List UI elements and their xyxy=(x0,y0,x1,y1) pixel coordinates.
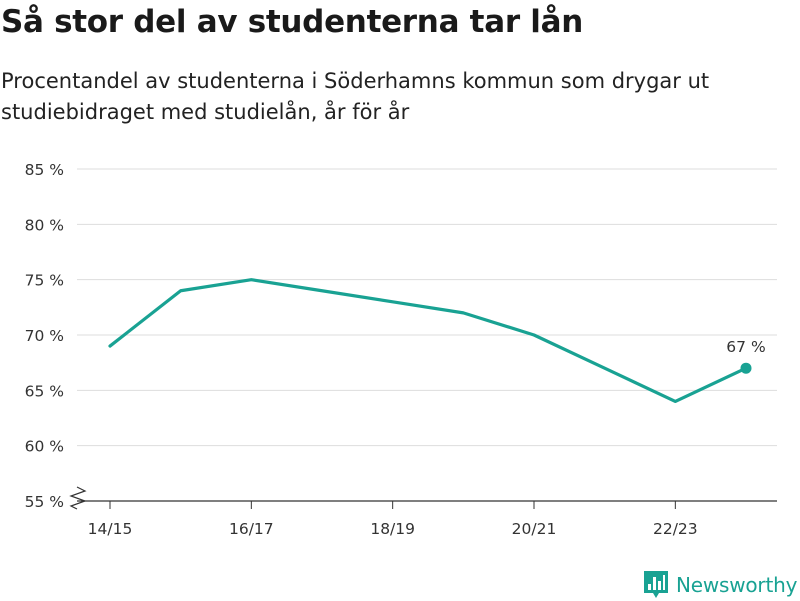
x-tick-label: 16/17 xyxy=(229,520,274,538)
chart-subtitle: Procentandel av studenterna i Söderhamns… xyxy=(1,69,710,124)
x-tick-label: 14/15 xyxy=(88,520,133,538)
grid-lines xyxy=(77,168,777,502)
last-value-label: 67 % xyxy=(726,338,765,356)
y-tick-label: 60 % xyxy=(25,438,64,456)
axis-break-icon xyxy=(69,486,87,510)
x-tick-label: 18/19 xyxy=(370,520,415,538)
y-tick-label: 65 % xyxy=(25,382,64,400)
y-tick-label: 55 % xyxy=(25,493,64,511)
brand-name: Newsworthy xyxy=(676,573,798,597)
line-chart: 55 %60 %65 %70 %75 %80 %85 % 14/15 16/17 1… xyxy=(25,161,777,538)
newsworthy-logo-icon xyxy=(644,571,668,598)
x-axis: 14/15 16/17 18/19 20/21 22/23 xyxy=(88,501,698,538)
chart-title: Så stor del av studenterna tar lån xyxy=(1,4,584,40)
y-axis-ticks: 55 % 60 % 65 % 70 % 75 % 80 % 85 % xyxy=(25,161,87,511)
x-tick-label: 22/23 xyxy=(653,520,698,538)
newsworthy-branding: Newsworthy xyxy=(644,569,797,601)
y-tick-label: 70 % xyxy=(25,327,64,345)
series-layer: 67 % xyxy=(108,278,766,403)
y-tick-label: 80 % xyxy=(25,216,64,234)
x-tick-label: 20/21 xyxy=(512,520,557,538)
y-tick-label: 85 % xyxy=(25,161,64,179)
series-line xyxy=(108,278,748,403)
last-value-marker xyxy=(740,362,752,374)
y-tick-label: 75 % xyxy=(25,272,64,290)
